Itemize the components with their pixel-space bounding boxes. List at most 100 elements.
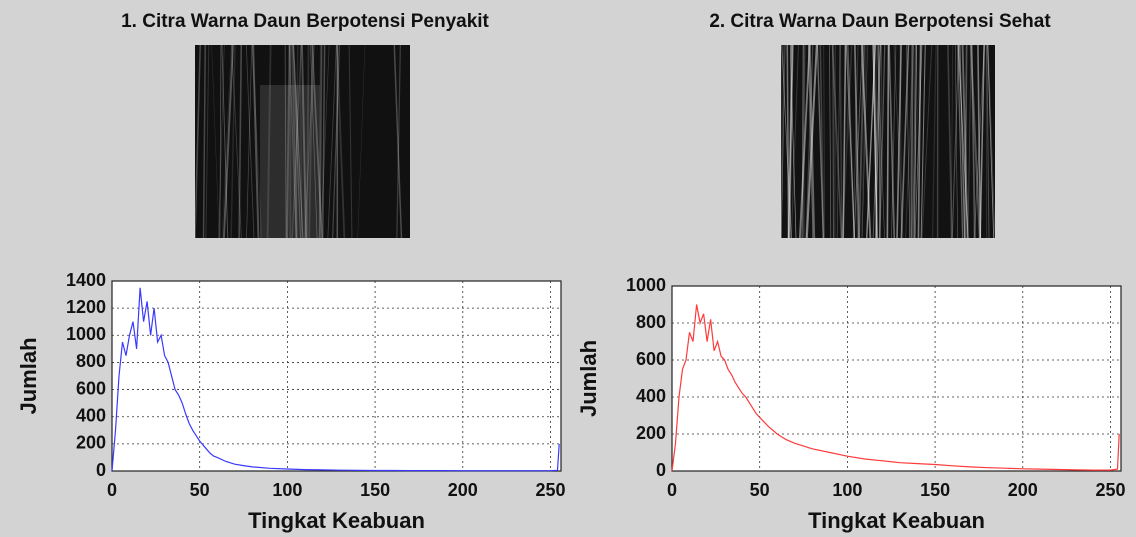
leaf-texture xyxy=(246,44,253,239)
leaf-texture xyxy=(979,44,985,239)
leaf-texture xyxy=(836,44,841,239)
leaf-texture xyxy=(861,44,867,239)
leaf-texture xyxy=(320,44,330,239)
leaf-texture xyxy=(831,44,843,239)
leaf-texture xyxy=(961,44,969,239)
leaf-texture xyxy=(914,44,923,239)
leaf-texture xyxy=(912,44,917,239)
leaf-texture xyxy=(194,44,202,239)
leaf-texture xyxy=(231,44,242,239)
leaf-texture xyxy=(888,44,896,239)
leaf-texture xyxy=(805,44,818,239)
leaf-texture xyxy=(266,44,272,239)
leaf-image-frame xyxy=(781,45,995,238)
plot-area xyxy=(112,281,561,471)
plot-area xyxy=(672,286,1121,471)
x-tick-label: 150 xyxy=(920,480,950,500)
leaf-texture xyxy=(238,44,243,239)
leaf-texture xyxy=(853,44,863,239)
leaf-texture xyxy=(957,44,964,239)
leaf-texture xyxy=(245,44,255,239)
leaf-texture xyxy=(845,44,856,239)
leaf-texture xyxy=(780,44,785,239)
leaf-texture xyxy=(291,44,298,239)
leaf-texture xyxy=(348,44,353,239)
leaf-texture xyxy=(914,44,917,239)
leaf-texture xyxy=(819,44,825,239)
leaf-texture xyxy=(872,44,878,239)
leaf-texture xyxy=(251,44,262,239)
leaf-texture xyxy=(886,44,890,239)
y-axis-label: Jumlah xyxy=(576,340,601,417)
x-tick-label: 250 xyxy=(1095,480,1125,500)
chart-title: 2. Citra Warna Daun Berpotensi Sehat xyxy=(709,11,1051,32)
leaf-texture xyxy=(801,44,806,239)
leaf-texture xyxy=(964,44,968,239)
leaf-texture xyxy=(221,44,229,239)
leaf-texture xyxy=(872,44,881,239)
leaf-texture xyxy=(893,44,904,239)
leaf-texture xyxy=(357,44,366,239)
leaf-texture xyxy=(781,44,786,239)
leaf-texture xyxy=(969,44,981,239)
chart-title: 1. Citra Warna Daun Berpotensi Penyakit xyxy=(121,11,489,32)
x-tick-label: 200 xyxy=(1008,480,1038,500)
leaf-texture xyxy=(789,44,797,239)
leaf-texture xyxy=(321,44,326,239)
leaf-texture xyxy=(957,44,969,239)
leaf-texture xyxy=(336,44,346,239)
leaf-texture xyxy=(971,44,975,239)
leaf-texture xyxy=(906,44,911,239)
leaf-texture xyxy=(288,44,297,239)
leaf-texture xyxy=(987,44,996,239)
leaf-texture xyxy=(319,44,323,239)
leaf-texture xyxy=(790,44,799,239)
leaf-texture xyxy=(858,44,866,239)
leaf-texture xyxy=(861,44,868,239)
y-tick-label: 600 xyxy=(76,378,106,398)
leaf-texture xyxy=(854,44,860,239)
leaf-texture xyxy=(318,44,322,239)
y-tick-label: 400 xyxy=(636,386,666,406)
leaf-texture xyxy=(396,44,401,239)
x-tick-label: 0 xyxy=(667,480,677,500)
leaf-texture xyxy=(834,44,836,239)
leaf-texture xyxy=(920,44,926,239)
leaf-texture xyxy=(842,44,847,239)
leaf-texture xyxy=(852,44,859,239)
plot-border xyxy=(111,280,562,472)
leaf-texture xyxy=(781,44,792,239)
leaf-texture xyxy=(327,44,337,239)
leaf-texture xyxy=(950,44,954,239)
leaf-texture xyxy=(947,44,953,239)
x-tick-label: 100 xyxy=(272,480,302,500)
x-tick-label: 50 xyxy=(190,480,210,500)
leaf-texture xyxy=(905,44,915,239)
leaf-texture xyxy=(252,44,260,239)
leaf-texture xyxy=(300,44,303,239)
leaf-texture xyxy=(221,44,232,239)
y-tick-label: 800 xyxy=(636,312,666,332)
y-tick-label: 1200 xyxy=(66,297,106,317)
leaf-texture xyxy=(860,44,872,239)
y-tick-label: 1400 xyxy=(66,270,106,290)
leaf-texture xyxy=(931,44,937,239)
leaf-texture xyxy=(284,44,287,239)
leaf-texture xyxy=(872,44,878,239)
leaf-image-frame xyxy=(195,45,410,238)
leaf-texture xyxy=(908,44,912,239)
leaf-texture xyxy=(807,44,814,239)
leaf-texture xyxy=(308,44,314,239)
x-tick-label: 150 xyxy=(360,480,390,500)
y-axis-label: Jumlah xyxy=(16,337,41,414)
leaf-texture xyxy=(955,44,958,239)
leaf-image xyxy=(194,44,410,239)
leaf-texture xyxy=(878,44,881,239)
leaf-texture xyxy=(875,44,881,239)
leaf-texture xyxy=(310,44,318,239)
y-tick-label: 1000 xyxy=(626,275,666,295)
leaf-texture xyxy=(805,44,814,239)
leaf-texture xyxy=(306,44,310,239)
y-tick-label: 400 xyxy=(76,405,106,425)
